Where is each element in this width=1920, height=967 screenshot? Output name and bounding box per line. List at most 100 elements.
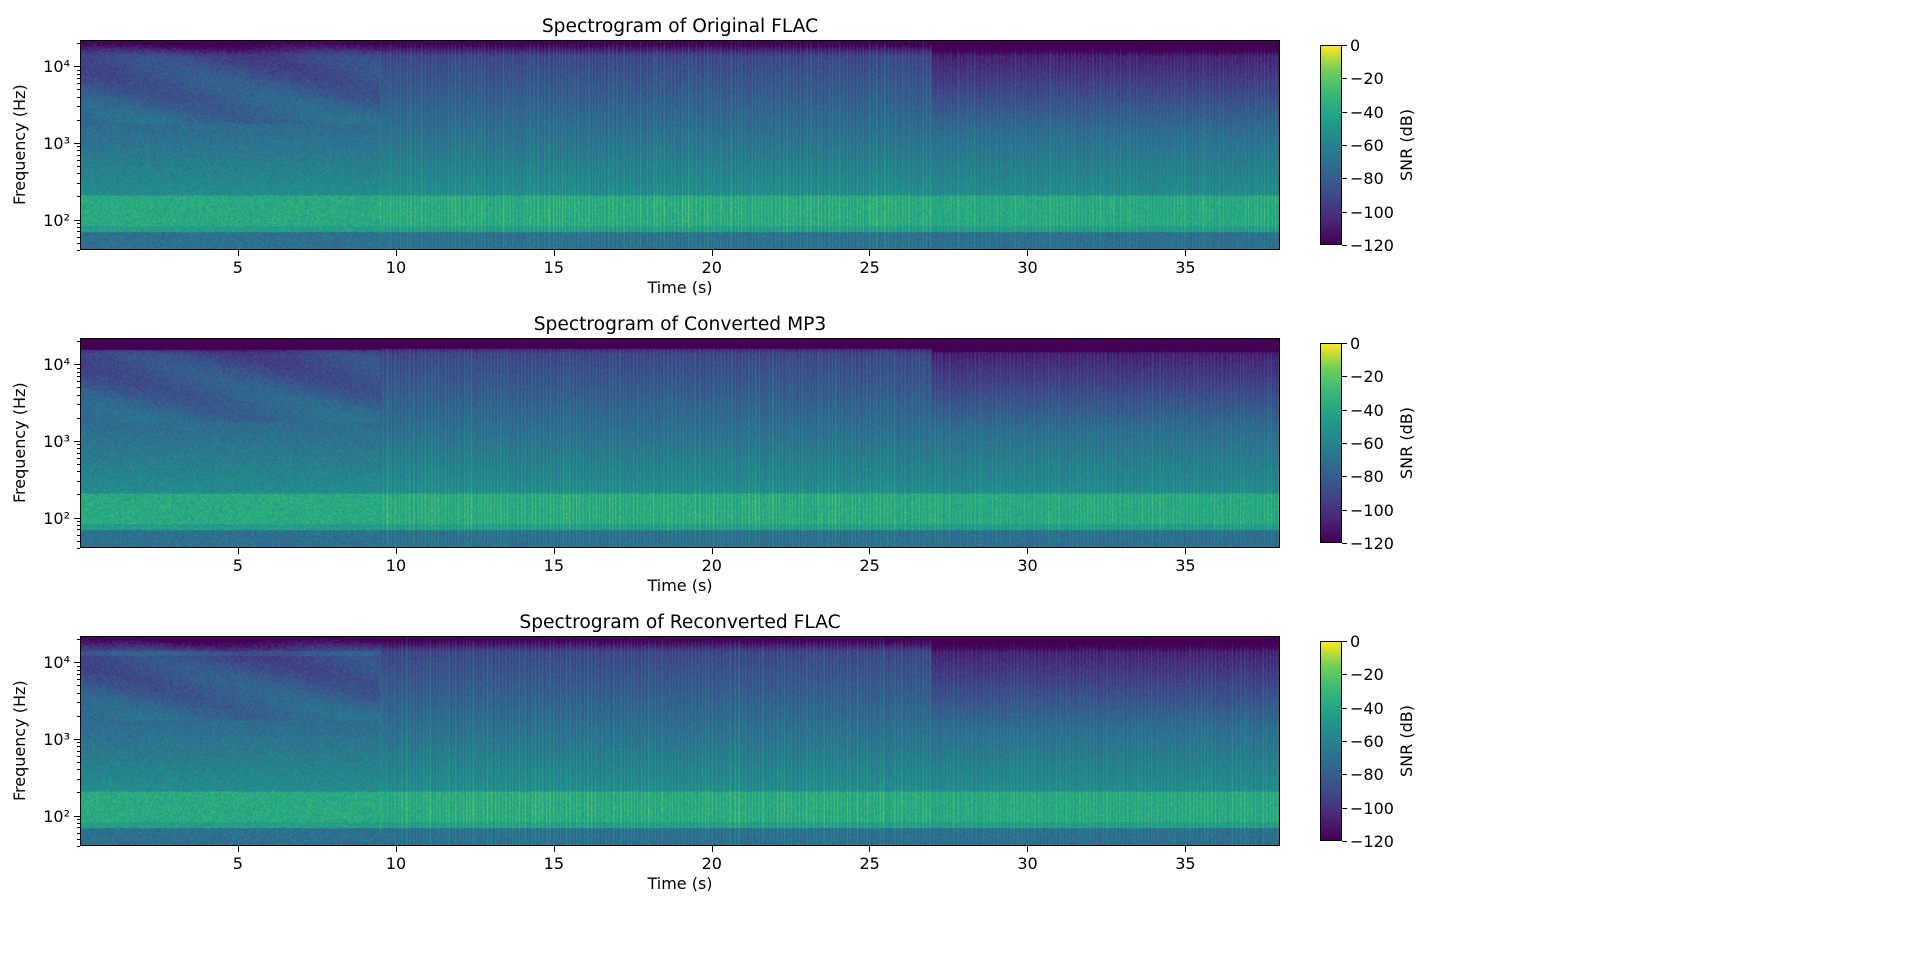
y-tick [74, 816, 80, 817]
colorbar-bar [1320, 641, 1342, 841]
colorbar-gradient [1321, 344, 1341, 542]
x-axis-label: Time (s) [80, 576, 1280, 595]
x-tick-label: 15 [544, 556, 564, 575]
y-minor-tick [77, 166, 80, 167]
y-minor-tick [77, 666, 80, 667]
y-tick [74, 662, 80, 663]
colorbar-bar [1320, 45, 1342, 245]
colorbar-gradient [1321, 642, 1341, 840]
panel-title: Spectrogram of Reconverted FLAC [80, 612, 1280, 633]
y-tick [74, 364, 80, 365]
x-tick [1027, 250, 1028, 256]
y-minor-tick [77, 368, 80, 369]
y-minor-tick [77, 521, 80, 522]
x-tick-label: 10 [386, 854, 406, 873]
y-minor-tick [77, 78, 80, 79]
x-tick [1027, 548, 1028, 554]
y-minor-tick [77, 418, 80, 419]
colorbar-tick [1342, 145, 1347, 146]
y-minor-tick [77, 525, 80, 526]
colorbar-tick-label: −20 [1350, 665, 1384, 684]
x-tick [869, 846, 870, 852]
colorbar-tick [1342, 45, 1347, 46]
x-tick [1185, 548, 1186, 554]
x-tick-label: 5 [228, 556, 248, 575]
x-tick-label: 25 [859, 556, 879, 575]
x-tick [554, 846, 555, 852]
x-tick-label: 35 [1175, 556, 1195, 575]
y-minor-tick [77, 106, 80, 107]
y-minor-tick [77, 237, 80, 238]
colorbar-tick [1342, 476, 1347, 477]
colorbar-tick-label: −40 [1350, 401, 1384, 420]
spectrogram-canvas [81, 41, 1279, 249]
y-tick [74, 66, 80, 67]
colorbar-tick-label: −60 [1350, 732, 1384, 751]
x-tick-label: 10 [386, 556, 406, 575]
y-minor-tick [77, 827, 80, 828]
x-tick [1185, 250, 1186, 256]
y-minor-tick [77, 819, 80, 820]
y-minor-tick [77, 376, 80, 377]
y-minor-tick [77, 535, 80, 536]
y-minor-tick [77, 89, 80, 90]
x-tick [712, 250, 713, 256]
x-tick-label: 35 [1175, 854, 1195, 873]
colorbar-tick-label: −60 [1350, 136, 1384, 155]
y-tick-label: 10³ [43, 134, 70, 153]
y-minor-tick [77, 839, 80, 840]
y-minor-tick [77, 150, 80, 151]
y-minor-tick [77, 146, 80, 147]
y-tick [74, 143, 80, 144]
y-minor-tick [77, 792, 80, 793]
colorbar-tick-label: 0 [1350, 632, 1360, 651]
y-minor-tick [77, 751, 80, 752]
x-tick-label: 5 [228, 258, 248, 277]
y-minor-tick [77, 43, 80, 44]
spectrogram-plot [80, 636, 1280, 846]
y-minor-tick [77, 670, 80, 671]
x-tick-label: 15 [544, 258, 564, 277]
colorbar-tick-label: −120 [1350, 832, 1394, 851]
y-minor-tick [77, 97, 80, 98]
y-minor-tick [77, 679, 80, 680]
y-tick-label: 10³ [43, 730, 70, 749]
x-tick [554, 548, 555, 554]
colorbar-tick-label: −60 [1350, 434, 1384, 453]
x-tick-label: 10 [386, 258, 406, 277]
y-minor-tick [77, 70, 80, 71]
x-tick [712, 846, 713, 852]
y-minor-tick [77, 387, 80, 388]
y-tick-label: 10⁴ [43, 653, 70, 672]
x-tick [396, 250, 397, 256]
spectrogram-plot [80, 338, 1280, 548]
y-minor-tick [77, 243, 80, 244]
colorbar-tick [1342, 443, 1347, 444]
colorbar-tick-label: −20 [1350, 69, 1384, 88]
y-minor-tick [77, 183, 80, 184]
colorbar-label: SNR (dB) [1397, 641, 1416, 841]
y-tick [74, 441, 80, 442]
colorbar-tick [1342, 410, 1347, 411]
y-minor-tick [77, 120, 80, 121]
y-minor-tick [77, 541, 80, 542]
y-tick [74, 739, 80, 740]
y-minor-tick [77, 404, 80, 405]
colorbar-tick [1342, 212, 1347, 213]
y-minor-tick [77, 341, 80, 342]
y-minor-tick [77, 231, 80, 232]
spectrogram-canvas [81, 339, 1279, 547]
x-tick-label: 30 [1017, 556, 1037, 575]
y-minor-tick [77, 453, 80, 454]
colorbar-tick [1342, 178, 1347, 179]
y-minor-tick [77, 173, 80, 174]
y-minor-tick [77, 83, 80, 84]
x-tick [396, 548, 397, 554]
y-minor-tick [77, 395, 80, 396]
y-minor-tick [77, 481, 80, 482]
y-minor-tick [77, 746, 80, 747]
colorbar: 0−20−40−60−80−100−120SNR (dB) [1320, 45, 1440, 245]
x-axis-label: Time (s) [80, 874, 1280, 893]
x-tick-label: 30 [1017, 258, 1037, 277]
colorbar-tick [1342, 741, 1347, 742]
